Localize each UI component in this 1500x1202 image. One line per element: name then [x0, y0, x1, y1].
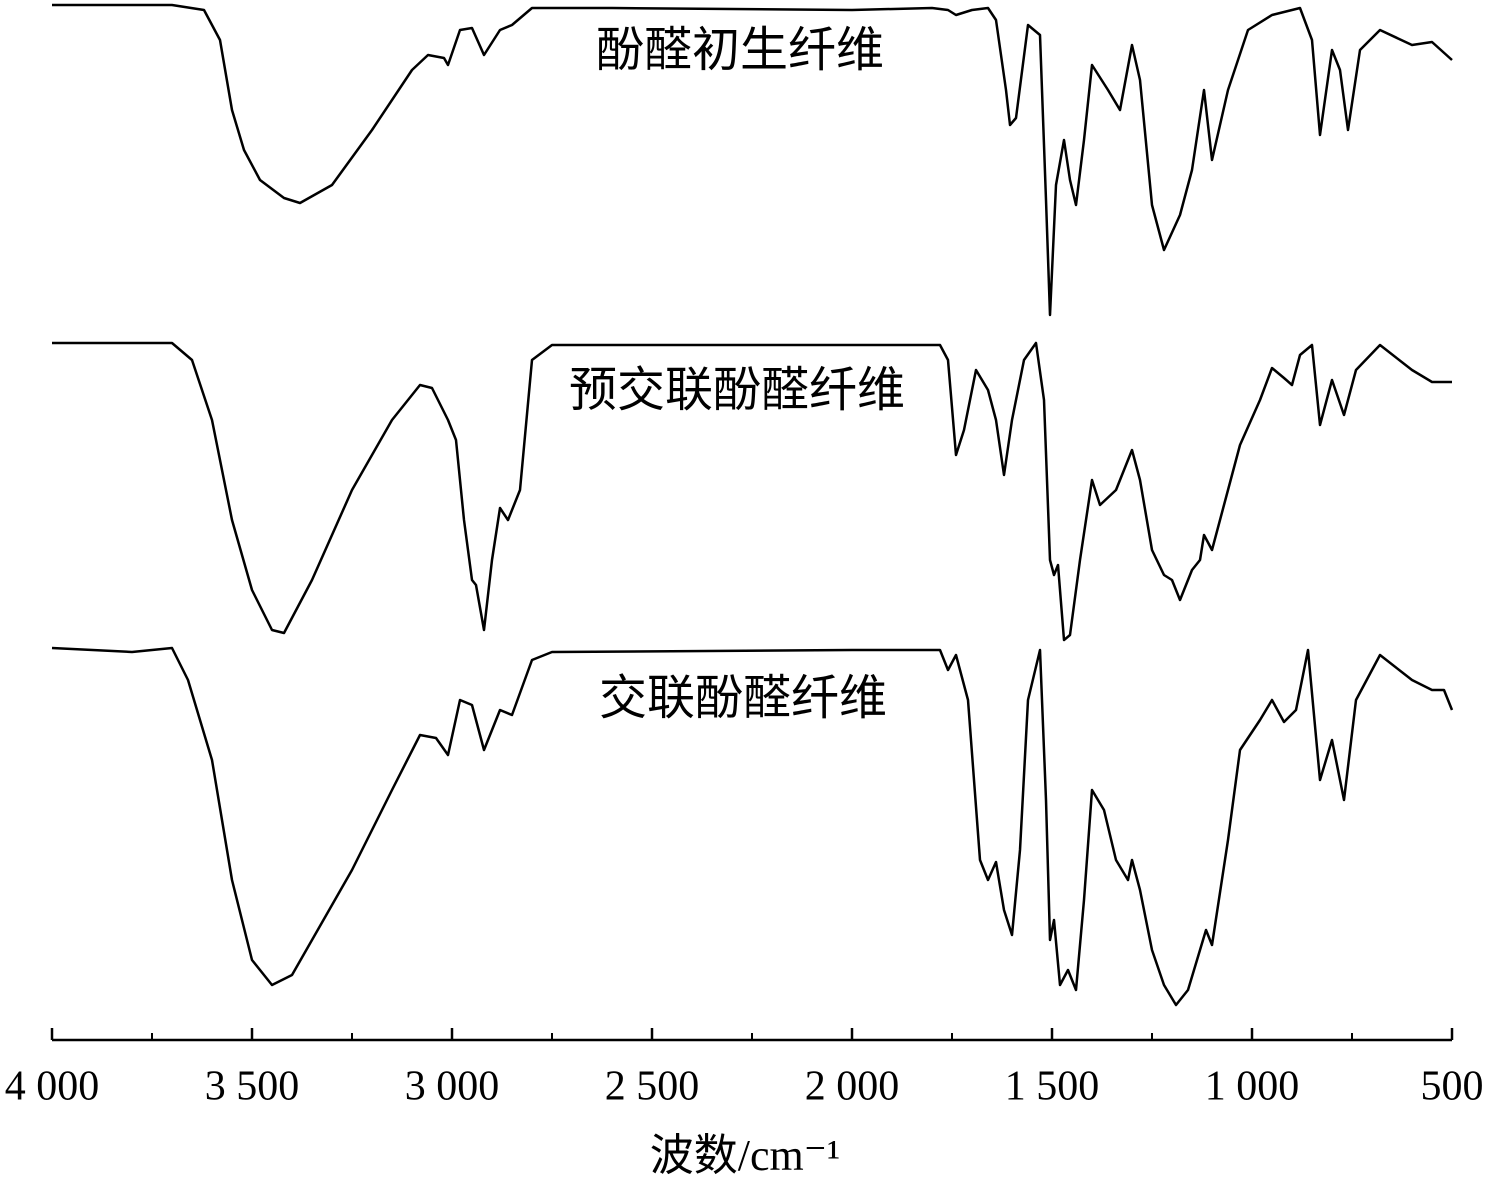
x-tick-label: 1 000	[1205, 1064, 1300, 1110]
series-label: 酚醛初生纤维	[596, 24, 884, 77]
x-tick-label: 500	[1421, 1064, 1484, 1110]
series-label: 预交联酚醛纤维	[569, 364, 905, 417]
x-tick-label: 3 000	[405, 1064, 500, 1110]
x-tick-label: 3 500	[205, 1064, 300, 1110]
x-axis-title: 波数/cm⁻¹	[650, 1131, 840, 1180]
x-tick-label: 2 000	[805, 1064, 900, 1110]
spectrum-line	[52, 3, 1453, 317]
x-tick-label: 1 500	[1005, 1064, 1100, 1110]
series-label: 交联酚醛纤维	[599, 672, 887, 725]
x-tick-label: 2 500	[605, 1064, 700, 1110]
spectrum-line	[51, 646, 1454, 1007]
x-tick-label: 4 000	[5, 1064, 100, 1110]
spectrum-line	[52, 341, 1452, 642]
